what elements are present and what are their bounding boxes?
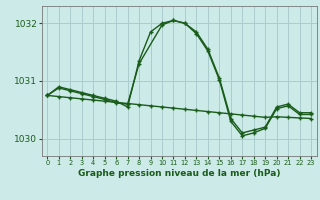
X-axis label: Graphe pression niveau de la mer (hPa): Graphe pression niveau de la mer (hPa) (78, 169, 280, 178)
